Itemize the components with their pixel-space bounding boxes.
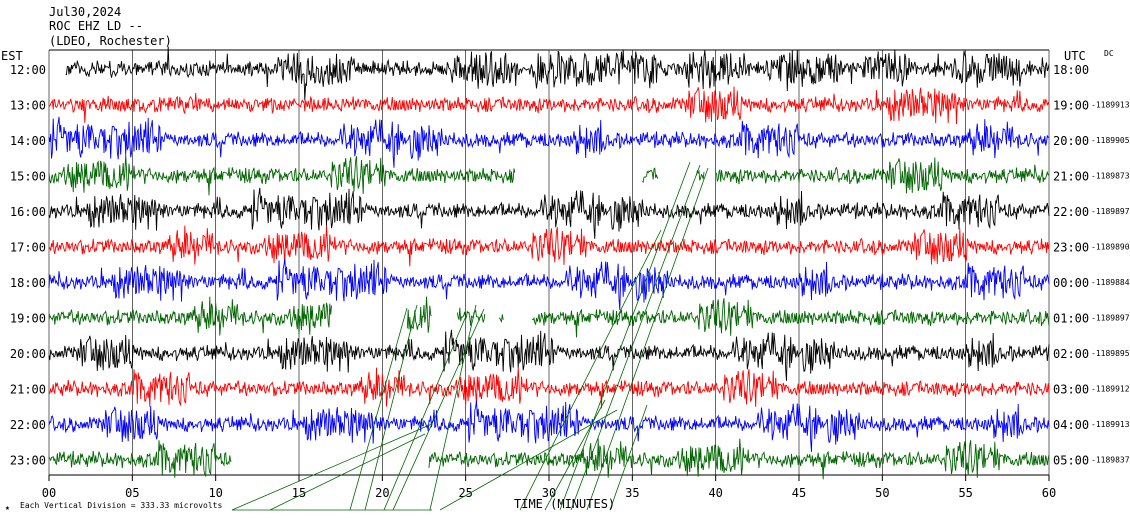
event-streak-line bbox=[570, 164, 701, 511]
trace-row-16:00 bbox=[48, 187, 1050, 239]
dc-label: DC bbox=[1104, 49, 1114, 58]
event-streak-line bbox=[559, 161, 691, 511]
footer-icon: ★ bbox=[5, 503, 10, 512]
event-streak-line bbox=[586, 167, 709, 511]
utc-time-label: 05:00 bbox=[1053, 454, 1089, 468]
trace-row-20:00 bbox=[48, 329, 1050, 381]
trace-row-13:00 bbox=[48, 86, 1050, 125]
event-streak-line bbox=[383, 315, 467, 511]
utc-time-label: 00:00 bbox=[1053, 276, 1089, 290]
chart-network: (LDEO, Rochester) bbox=[49, 34, 172, 48]
trace-row-17:00 bbox=[48, 225, 1050, 267]
est-time-label: 20:00 bbox=[10, 347, 46, 361]
dc-offset-label: -1189895 bbox=[1091, 349, 1130, 358]
x-tick-label: 20 bbox=[375, 486, 389, 500]
x-tick-label: 55 bbox=[958, 486, 972, 500]
est-time-label: 19:00 bbox=[10, 312, 46, 326]
utc-time-label: 21:00 bbox=[1053, 170, 1089, 184]
utc-time-label: 03:00 bbox=[1053, 383, 1089, 397]
x-tick-label: 60 bbox=[1042, 486, 1056, 500]
trace-row-18:00 bbox=[48, 258, 1050, 310]
dc-offset-label: -1189897 bbox=[1091, 207, 1130, 216]
utc-time-label: 22:00 bbox=[1053, 205, 1089, 219]
chart-title: ROC EHZ LD -- bbox=[49, 19, 143, 33]
est-time-label: 14:00 bbox=[10, 134, 46, 148]
est-time-label: 21:00 bbox=[10, 383, 46, 397]
est-time-label: 18:00 bbox=[10, 276, 46, 290]
event-streak-line bbox=[609, 404, 648, 511]
trace-row-19:00 bbox=[48, 296, 1050, 338]
event-streak-line bbox=[429, 304, 477, 511]
x-tick-label: 50 bbox=[875, 486, 889, 500]
event-markers bbox=[231, 161, 709, 511]
utc-time-label: 02:00 bbox=[1053, 347, 1089, 361]
x-tick-label: 05 bbox=[125, 486, 139, 500]
seismic-traces bbox=[48, 46, 1050, 480]
utc-time-label: 18:00 bbox=[1053, 63, 1089, 77]
event-streak-line bbox=[231, 423, 433, 511]
utc-time-label: 20:00 bbox=[1053, 134, 1089, 148]
est-time-label: 22:00 bbox=[10, 418, 46, 432]
x-tick-label: 25 bbox=[458, 486, 472, 500]
scale-note: Each Vertical Division = 333.33 microvol… bbox=[20, 501, 222, 510]
grid-lines bbox=[48, 50, 1050, 475]
trace-row-23:00 bbox=[48, 438, 1050, 480]
event-streak-line bbox=[544, 399, 606, 511]
dc-offset-label: -1189890 bbox=[1091, 243, 1130, 252]
dc-offset-label: -1189905 bbox=[1091, 136, 1130, 145]
dc-offset-label: -1189884 bbox=[1091, 278, 1130, 287]
est-time-label: 12:00 bbox=[10, 63, 46, 77]
x-tick-label: 00 bbox=[42, 486, 56, 500]
x-tick-label: 35 bbox=[625, 486, 639, 500]
event-streak-line bbox=[364, 304, 418, 511]
x-tick-label: 45 bbox=[792, 486, 806, 500]
chart-date: Jul30,2024 bbox=[49, 5, 121, 19]
dc-offset-label: -1189913 bbox=[1091, 101, 1130, 110]
right-axis-title: UTC bbox=[1064, 49, 1086, 63]
dc-offset-label: -1189837 bbox=[1091, 456, 1130, 465]
utc-time-label: 01:00 bbox=[1053, 312, 1089, 326]
utc-time-label: 23:00 bbox=[1053, 241, 1089, 255]
trace-row-12:00 bbox=[65, 46, 1050, 101]
trace-row-21:00 bbox=[48, 367, 1050, 409]
dc-offset-label: -1189873 bbox=[1091, 172, 1130, 181]
x-tick-label: 10 bbox=[208, 486, 222, 500]
event-streak-line bbox=[392, 308, 485, 511]
dc-offset-label: -1189897 bbox=[1091, 314, 1130, 323]
utc-time-label: 19:00 bbox=[1053, 99, 1089, 113]
event-streak-line bbox=[519, 229, 662, 511]
trace-row-15:00 bbox=[48, 154, 1050, 196]
est-time-label: 23:00 bbox=[10, 454, 46, 468]
utc-time-label: 04:00 bbox=[1053, 418, 1089, 432]
x-axis-title: TIME (MINUTES) bbox=[514, 497, 615, 511]
dc-offset-label: -1189913 bbox=[1091, 420, 1130, 429]
event-streak-line bbox=[349, 307, 408, 511]
est-time-label: 15:00 bbox=[10, 170, 46, 184]
x-tick-label: 15 bbox=[292, 486, 306, 500]
est-time-label: 17:00 bbox=[10, 241, 46, 255]
est-time-label: 16:00 bbox=[10, 205, 46, 219]
trace-row-22:00 bbox=[48, 400, 1050, 452]
est-time-label: 13:00 bbox=[10, 99, 46, 113]
event-streak-line bbox=[269, 433, 426, 511]
dc-offset-label: -1189912 bbox=[1091, 385, 1130, 394]
trace-row-14:00 bbox=[48, 116, 1050, 168]
event-streak-line bbox=[439, 409, 618, 511]
left-axis-title: EST bbox=[1, 49, 23, 63]
x-tick-label: 40 bbox=[708, 486, 722, 500]
